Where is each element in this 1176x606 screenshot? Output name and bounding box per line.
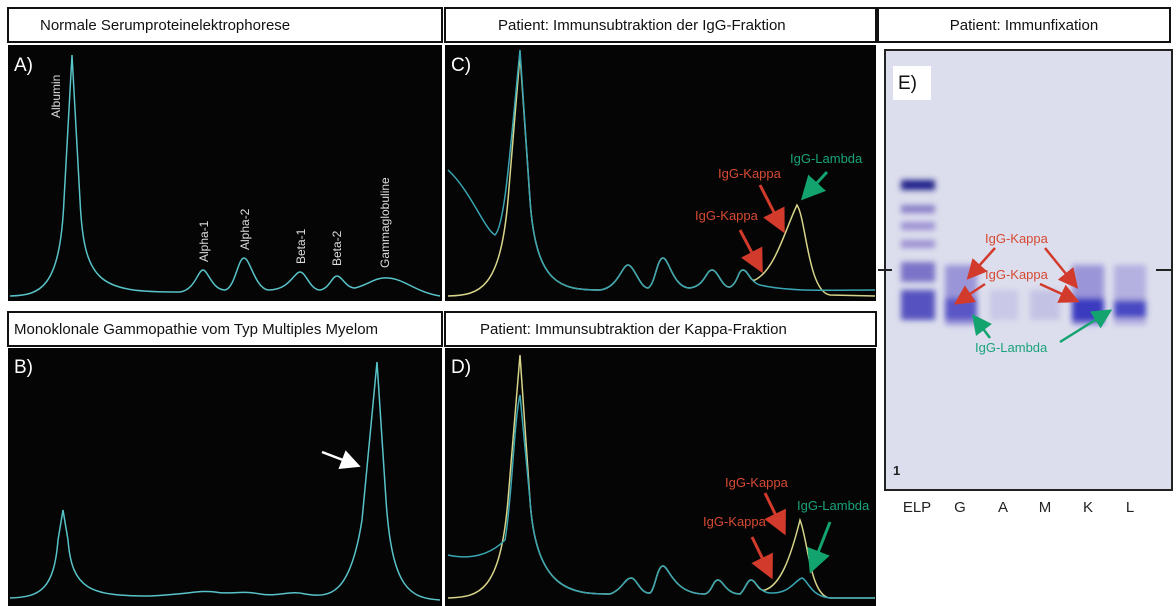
peak-label: Gammaglobuline (378, 177, 392, 268)
panel-letter: D) (451, 357, 471, 378)
annotation: IgG-Kappa (985, 231, 1049, 246)
annotation: IgG-Lambda (975, 340, 1048, 355)
panel-header: Patient: Immunfixation (950, 17, 1098, 34)
figure: Normale Serumproteinelektrophorese Monok… (0, 0, 1176, 606)
annotation: IgG-Kappa (985, 267, 1049, 282)
panel-letter: B) (14, 357, 33, 378)
panel-header: Normale Serumproteinelektrophorese (40, 17, 290, 34)
peak-label: Beta-2 (330, 230, 344, 266)
panel-header: Patient: Immunsubtraktion der IgG-Frakti… (498, 17, 786, 34)
lane-label: M (1039, 499, 1052, 516)
gel-number: 1 (893, 463, 900, 478)
annotation: IgG-Kappa (725, 475, 789, 490)
lane-label: G (954, 499, 966, 516)
panel-letter: C) (451, 55, 471, 76)
panel-header: Monoklonale Gammopathie vom Typ Multiple… (14, 321, 378, 338)
peak-label: Albumin (49, 75, 63, 118)
annotation: IgG-Lambda (790, 151, 863, 166)
panel-letter: E) (898, 73, 917, 94)
lane-label: A (998, 499, 1008, 516)
annotation: IgG-Lambda (797, 498, 870, 513)
peak-label: Beta-1 (294, 228, 308, 264)
annotation: IgG-Kappa (695, 208, 759, 223)
panel-letter: A) (14, 55, 33, 76)
lane-label: ELP (903, 499, 931, 516)
lane-label: L (1126, 499, 1134, 516)
peak-label: Alpha-2 (238, 208, 252, 250)
annotation: IgG-Kappa (718, 166, 782, 181)
lane-label: K (1083, 499, 1093, 516)
peak-label: Alpha-1 (197, 220, 211, 262)
panel-header: Patient: Immunsubtraktion der Kappa-Frak… (480, 321, 787, 338)
annotation: IgG-Kappa (703, 514, 767, 529)
